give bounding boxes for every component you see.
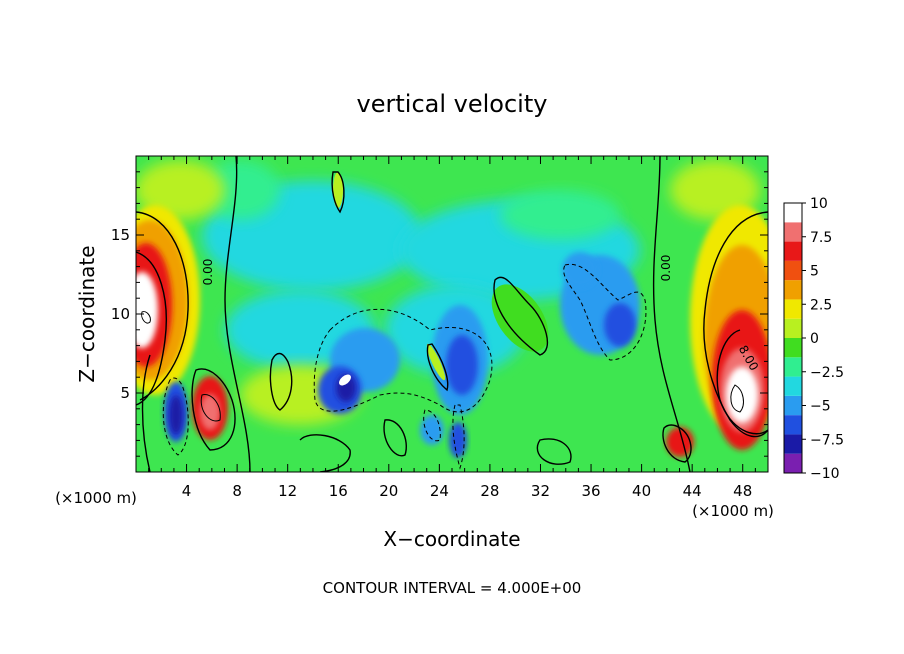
y-tick-label: 10 xyxy=(111,305,130,323)
chart-title: vertical velocity xyxy=(357,90,548,118)
colorbar-swatch xyxy=(784,415,802,435)
colorbar-swatch xyxy=(784,357,802,377)
x-tick-label: 20 xyxy=(379,482,398,500)
contour-line xyxy=(383,419,407,457)
x-tick-label: 40 xyxy=(632,482,651,500)
field-blob xyxy=(500,190,620,240)
colorbar-tick-label: −2.5 xyxy=(810,365,844,381)
x-tick-label: 4 xyxy=(182,482,192,500)
colorbar-tick-label: −10 xyxy=(810,466,840,482)
colorbar-tick-label: −7.5 xyxy=(810,432,844,448)
field-blob xyxy=(136,160,225,220)
field-blob xyxy=(449,422,467,458)
x-tick-label: 36 xyxy=(581,482,600,500)
colorbar-swatch xyxy=(784,395,802,416)
colorbar-tick-label: 0 xyxy=(810,331,819,347)
y-axis-ticks: 5 10 15 xyxy=(111,171,768,457)
contour-line xyxy=(662,424,692,463)
x-axis-ticks: 4 8 12 16 20 24 28 32 36 40 44 48 xyxy=(148,156,756,500)
contour-line xyxy=(563,263,647,361)
contour-line xyxy=(426,343,449,392)
field-blob xyxy=(604,303,636,347)
x-tick-label: 8 xyxy=(232,482,242,500)
colorbar-swatch xyxy=(784,338,802,358)
x-axis-label: X−coordinate xyxy=(383,527,520,551)
plot-area: 0.00 0.008.00 4 8 12 16 20 24 28 32 36 40 44 48 5101… xyxy=(111,155,769,500)
field-blob xyxy=(670,160,760,220)
colorbar-swatch xyxy=(784,434,802,454)
contour-line xyxy=(313,308,493,413)
colorbar-tick-label: 5 xyxy=(810,264,819,280)
colorbar-swatch xyxy=(784,222,802,242)
x-tick-label: 32 xyxy=(531,482,550,500)
colorbar-swatch xyxy=(784,203,802,223)
contour-line xyxy=(200,394,221,422)
contour-line xyxy=(299,434,351,472)
field-blob xyxy=(426,343,446,381)
contour-lines xyxy=(136,156,768,472)
x-tick-label: 48 xyxy=(733,482,752,500)
velocity-field xyxy=(136,160,768,458)
colorbar-tick-label: 2.5 xyxy=(810,297,832,313)
contour-line xyxy=(493,276,549,356)
y-axis-label: Z−coordinate xyxy=(75,245,99,382)
x-unit-label-left: (×1000 m) xyxy=(55,489,137,507)
contour-line xyxy=(162,377,189,456)
colorbar-tick-label: −5 xyxy=(810,399,831,415)
colorbar-blocks xyxy=(784,203,802,473)
contour-line xyxy=(716,329,768,435)
x-unit-label-right: (×1000 m) xyxy=(692,502,774,520)
x-tick-label: 12 xyxy=(278,482,297,500)
field-blob xyxy=(200,394,220,430)
x-tick-label: 28 xyxy=(480,482,499,500)
x-tick-label: 24 xyxy=(430,482,449,500)
field-blob xyxy=(169,395,183,435)
colorbar-swatch xyxy=(784,318,802,338)
contour-label: 0.00 xyxy=(201,259,215,286)
field-blob xyxy=(200,160,280,220)
colorbar-swatch xyxy=(784,260,802,281)
colorbar-swatch xyxy=(784,376,802,396)
y-tick-label: 15 xyxy=(111,226,130,244)
colorbar-tick-label: 10 xyxy=(810,196,828,212)
field-blob xyxy=(136,272,158,348)
contour-line xyxy=(136,251,167,406)
contour-line xyxy=(452,404,465,470)
x-tick-label: 16 xyxy=(329,482,348,500)
y-tick-label: 5 xyxy=(120,384,130,402)
colorbar-tick-label: 7.5 xyxy=(810,230,832,246)
contour-label: 0.00 xyxy=(659,255,673,282)
colorbar-swatch xyxy=(784,241,802,261)
contour-interval-note: CONTOUR INTERVAL = 4.000E+00 xyxy=(323,579,582,597)
contour-line xyxy=(331,171,345,214)
colorbar-swatch xyxy=(784,280,802,300)
contour-line xyxy=(141,311,151,324)
colorbar-ticks: 10 7.5 5 2.5 0 −2.5 −5 −7.5 −10 xyxy=(802,196,844,482)
contour-line xyxy=(141,354,151,472)
field-blob xyxy=(333,172,343,208)
field-blob xyxy=(446,335,478,395)
colorbar-swatch xyxy=(784,299,802,319)
contour-line xyxy=(136,211,189,401)
field-blob xyxy=(339,374,351,386)
contour-line xyxy=(191,368,236,451)
contour-line xyxy=(703,211,768,438)
colorbar-swatch xyxy=(784,453,802,473)
colorbar: 10 7.5 5 2.5 0 −2.5 −5 −7.5 −10 xyxy=(783,196,844,482)
contour-line xyxy=(269,352,293,411)
contour-line xyxy=(730,384,744,413)
contour-line xyxy=(224,156,251,472)
field-blob xyxy=(562,252,598,288)
x-tick-label: 44 xyxy=(683,482,702,500)
field-blob xyxy=(491,284,549,352)
contour-line xyxy=(536,438,572,465)
